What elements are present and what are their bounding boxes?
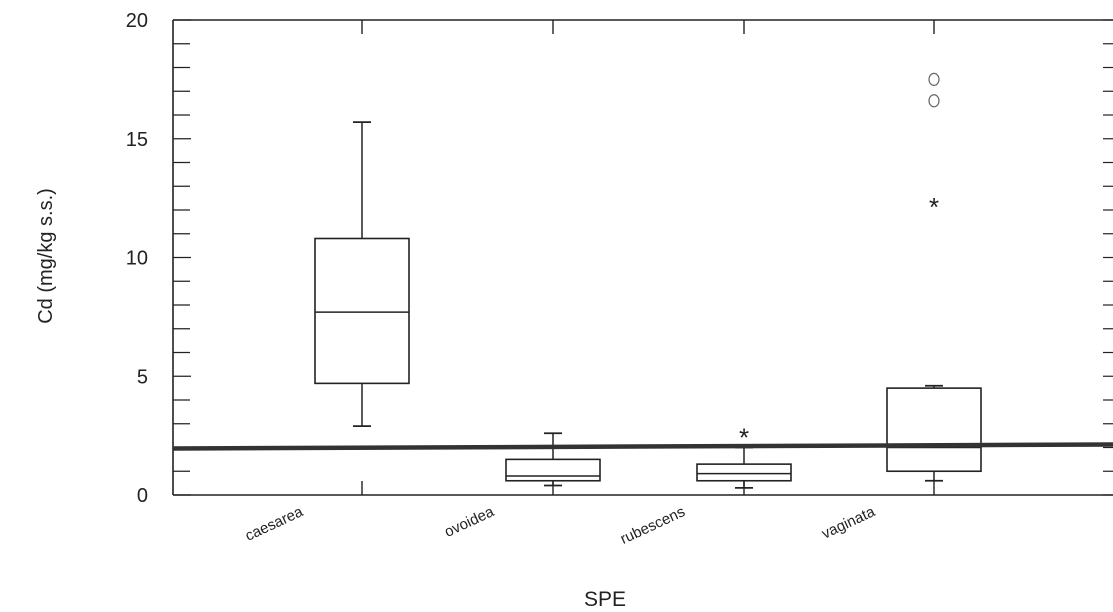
y-axis-label: Cd (mg/kg s.s.) — [35, 188, 57, 324]
y-tick-label: 5 — [137, 366, 148, 388]
box-rect — [314, 237, 410, 385]
x-tick-label: vaginata — [819, 503, 878, 543]
y-tick-label: 10 — [126, 248, 148, 270]
box-vaginata: * — [886, 72, 982, 482]
reference-line — [172, 442, 1113, 451]
box-rect — [886, 387, 982, 473]
y-tick-label: 0 — [137, 485, 148, 507]
outlier-circle — [928, 72, 940, 86]
box-ovoidea — [505, 432, 601, 487]
x-tick-label: caesarea — [243, 503, 307, 545]
outlier-circle — [928, 94, 940, 108]
y-tick-label: 15 — [126, 129, 148, 151]
outlier-star: * — [739, 422, 749, 452]
outlier-star: * — [929, 192, 939, 222]
box-rect — [505, 458, 601, 482]
reference-line-group — [172, 442, 1113, 451]
box-rect — [696, 463, 792, 482]
y-tick-label: 20 — [126, 10, 148, 32]
x-tick-label: rubescens — [618, 503, 688, 548]
box-caesarea — [314, 121, 410, 428]
x-axis-label: SPE — [584, 588, 626, 611]
box-rubescens: * — [696, 422, 792, 489]
boxes: ** — [314, 72, 982, 489]
x-tick-label: ovoidea — [442, 503, 497, 541]
